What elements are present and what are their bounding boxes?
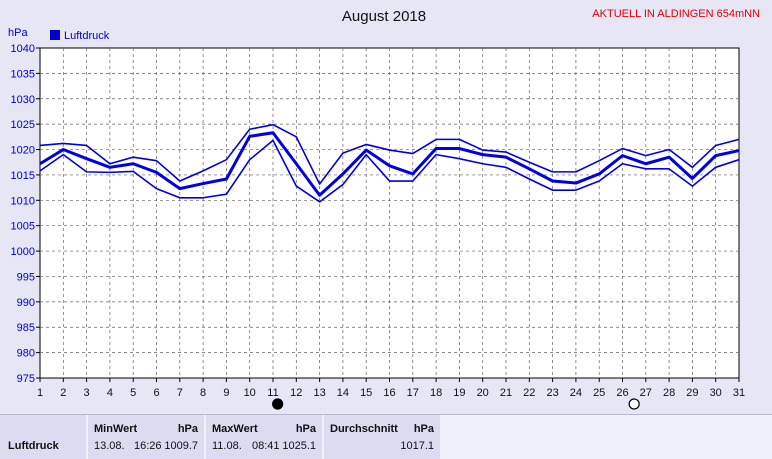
new-moon-icon	[272, 398, 284, 410]
x-tick-label: 30	[710, 387, 722, 399]
x-tick-label: 13	[313, 387, 325, 399]
legend-swatch	[50, 30, 60, 40]
full-moon-icon	[628, 398, 640, 410]
y-tick-label: 1005	[11, 221, 35, 233]
x-tick-label: 28	[663, 387, 675, 399]
max-cell: MaxWert hPa 11.08. 08:41 1025.1	[206, 415, 324, 459]
stats-row-label: Luftdruck	[8, 440, 59, 452]
x-tick-label: 5	[130, 387, 136, 399]
x-tick-label: 24	[570, 387, 582, 399]
min-header: MinWert	[94, 423, 138, 435]
max-value: 1025.1	[282, 440, 316, 452]
y-axis-label: hPa	[8, 27, 28, 39]
min-cell: MinWert hPa 13.08. 16:26 1009.7	[88, 415, 206, 459]
series-lines	[39, 123, 740, 203]
x-tick-label: 3	[84, 387, 90, 399]
x-tick-label: 4	[107, 387, 113, 399]
x-tick-label: 25	[593, 387, 605, 399]
avg-unit: hPa	[413, 423, 434, 435]
chart-title: August 2018	[342, 8, 426, 25]
x-tick-label: 8	[200, 387, 206, 399]
x-tick-label: 6	[153, 387, 159, 399]
min-date: 13.08.	[94, 440, 125, 452]
x-tick-label: 12	[290, 387, 302, 399]
x-tick-label: 16	[383, 387, 395, 399]
y-tick-label: 1010	[11, 195, 35, 207]
x-tick-label: 7	[177, 387, 183, 399]
series-line-min	[39, 139, 740, 203]
y-tick-label: 1035	[11, 68, 35, 80]
x-tick-label: 19	[453, 387, 465, 399]
y-tick-label: 1030	[11, 94, 35, 106]
location-label: AKTUELL IN ALDINGEN 654mNN	[592, 8, 760, 20]
x-tick-label: 18	[430, 387, 442, 399]
x-tick-labels: 1 2 3 4 5 6 7 8 9 10 11 12 13 14 15 16 17 18 19 20 21 22 23 24 2…	[37, 378, 745, 399]
max-unit: hPa	[295, 423, 316, 435]
max-time: 08:41	[252, 440, 280, 452]
pressure-chart: August 2018 AKTUELL IN ALDINGEN 654mNN h…	[8, 8, 760, 410]
grid-lines	[40, 48, 739, 378]
stats-row-label-cell: Luftdruck	[0, 415, 88, 459]
series-line-max	[39, 123, 740, 185]
x-tick-label: 22	[523, 387, 535, 399]
min-unit: hPa	[177, 423, 198, 435]
y-tick-label: 1015	[11, 170, 35, 182]
max-date: 11.08.	[212, 440, 242, 452]
x-tick-label: 1	[37, 387, 43, 399]
avg-value: 1017.1	[400, 440, 434, 452]
stats-panel: Luftdruck MinWert hPa 13.08. 16:26 1009.…	[0, 414, 772, 459]
x-tick-label: 2	[60, 387, 66, 399]
y-tick-label: 1000	[11, 246, 35, 258]
y-tick-label: 980	[17, 348, 35, 360]
x-tick-label: 31	[733, 387, 745, 399]
series-line-avg	[39, 131, 740, 197]
avg-cell: Durchschnitt hPa 1017.1	[324, 415, 442, 459]
x-tick-label: 17	[407, 387, 419, 399]
x-tick-label: 10	[244, 387, 256, 399]
x-tick-label: 15	[360, 387, 372, 399]
x-tick-label: 29	[686, 387, 698, 399]
y-tick-label: 995	[17, 271, 35, 283]
x-tick-label: 21	[500, 387, 512, 399]
y-tick-label: 1040	[11, 43, 35, 55]
y-tick-label: 985	[17, 322, 35, 334]
max-header: MaxWert	[212, 423, 258, 435]
y-tick-label: 1020	[11, 145, 35, 157]
x-tick-label: 14	[337, 387, 349, 399]
x-tick-label: 23	[546, 387, 558, 399]
y-tick-label: 975	[17, 373, 35, 385]
y-tick-label: 990	[17, 297, 35, 309]
min-value: 1009.7	[164, 440, 198, 452]
y-tick-labels: 975 980 985 990 995 1000 1005 1010 1015 1020 1025 1…	[11, 43, 40, 385]
moon-phases	[272, 398, 640, 410]
legend-label: Luftdruck	[64, 30, 110, 42]
x-tick-label: 9	[223, 387, 229, 399]
x-tick-label: 20	[477, 387, 489, 399]
avg-header: Durchschnitt	[330, 423, 398, 435]
x-tick-label: 26	[616, 387, 628, 399]
x-tick-label: 11	[267, 387, 278, 399]
x-tick-label: 27	[640, 387, 652, 399]
y-tick-label: 1025	[11, 119, 35, 131]
min-time: 16:26	[134, 440, 162, 452]
